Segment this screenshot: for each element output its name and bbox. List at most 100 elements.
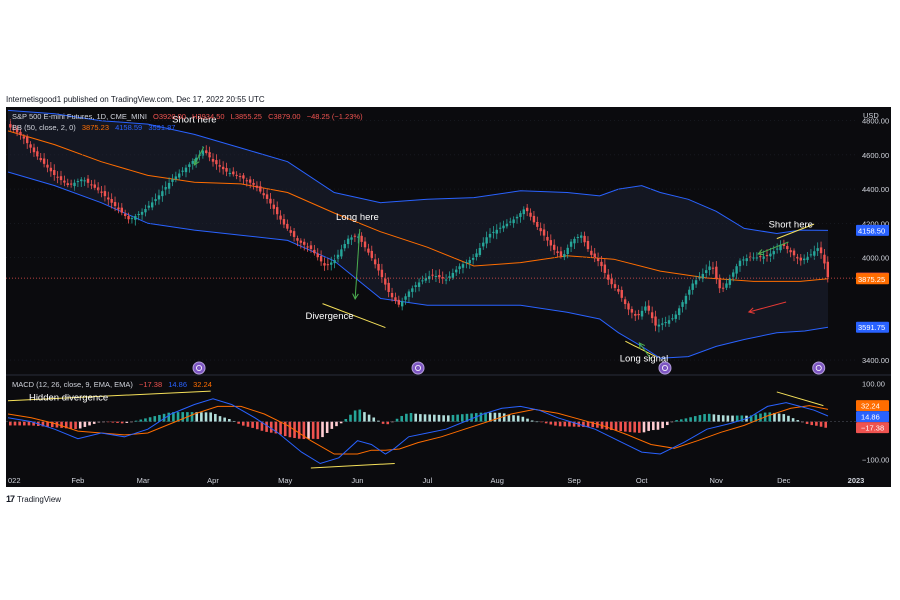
candle-body	[711, 267, 715, 269]
chart-frame[interactable]: USD 4800.00 4600.00 4400.00 4200.00 4000.00 34…	[6, 107, 891, 487]
candle-body	[259, 186, 262, 192]
bb-label: BB (50, close, 2, 0)	[12, 123, 76, 132]
candle-body	[245, 180, 248, 182]
candle-body	[667, 320, 671, 324]
candle-body	[353, 235, 357, 237]
macd-histogram-bar	[148, 417, 152, 422]
macd-histogram-bar	[479, 412, 483, 422]
candle-body	[228, 173, 232, 175]
macd-histogram-bar	[335, 421, 338, 427]
bb-upper-line	[7, 109, 829, 235]
candle-body	[151, 202, 154, 208]
candle-body	[617, 289, 620, 292]
candle-body	[134, 216, 137, 220]
time-tick-label: Sep	[567, 476, 580, 485]
candle-body	[400, 301, 404, 307]
macd-histogram-bar	[414, 413, 417, 422]
candle-body	[32, 147, 36, 153]
tradingview-logo: 17 TradingView	[6, 494, 61, 504]
macd-badge-label: 14.86	[861, 413, 880, 422]
candle-body	[478, 248, 482, 255]
macd-histogram-bar	[502, 413, 506, 422]
macd-histogram-bar	[190, 412, 194, 422]
replay-icon-inner	[661, 364, 668, 371]
macd-histogram-bar	[638, 421, 641, 433]
candle-body	[576, 237, 580, 239]
macd-histogram-bar	[689, 417, 692, 422]
macd-histogram-bar	[768, 412, 772, 422]
macd-histogram-bar	[703, 414, 706, 422]
macd-histogram-bar	[470, 413, 473, 422]
macd-histogram-bar	[433, 414, 436, 422]
candle-body	[319, 256, 323, 262]
candle-body	[796, 256, 799, 259]
macd-histogram-bar	[78, 421, 82, 429]
macd-histogram-bar	[237, 421, 240, 424]
candle-body	[73, 182, 76, 187]
legend-change: −48.25 (−1.23%)	[306, 112, 363, 121]
candle-body	[164, 187, 167, 190]
candle-body	[194, 157, 198, 163]
macd-histogram-bar	[735, 415, 739, 422]
legend-high: H3934.50	[192, 112, 225, 121]
candle-body	[69, 183, 73, 185]
candle-body	[19, 131, 22, 135]
candle-body	[346, 238, 350, 245]
macd-histogram-bar	[64, 421, 68, 429]
candle-body	[167, 182, 171, 189]
candle-body	[83, 180, 86, 182]
macd-histogram-bar	[46, 421, 49, 427]
candle-body	[434, 276, 438, 278]
candle-body	[292, 231, 296, 237]
macd-histogram-bar	[656, 421, 660, 430]
candle-body	[59, 176, 63, 181]
time-tick-label: Mar	[137, 476, 150, 485]
candle-body	[715, 266, 718, 279]
candle-body	[154, 199, 157, 202]
macd-histogram-bar	[60, 421, 63, 428]
candle-body	[9, 124, 12, 128]
macd-signal-line	[7, 405, 829, 455]
candle-body	[313, 249, 316, 254]
candle-body	[519, 213, 522, 217]
candle-body	[211, 158, 215, 162]
macd-histogram-bar	[791, 418, 795, 422]
annotation-label: Divergence	[305, 311, 353, 322]
macd-histogram-bar	[251, 421, 254, 428]
candle-body	[512, 219, 515, 224]
candle-body	[218, 165, 221, 167]
candle-body	[468, 260, 471, 264]
macd-histogram-bar	[13, 421, 17, 426]
macd-tick-label: 100.00	[862, 380, 885, 389]
short-here-right-arrow-head	[757, 249, 765, 256]
candle-body	[448, 276, 451, 278]
candle-body	[157, 195, 161, 200]
time-tick-label: 2023	[848, 476, 865, 485]
candle-body	[539, 228, 542, 232]
candle-body	[191, 161, 194, 164]
candle-body	[471, 257, 475, 260]
candle-body	[566, 247, 569, 255]
candle-body	[26, 136, 29, 144]
candle-body	[404, 296, 407, 300]
macd-histogram-bar	[633, 421, 636, 433]
macd-histogram-bar	[88, 421, 91, 426]
bb-basis-line	[7, 130, 829, 282]
candle-body	[728, 278, 732, 285]
macd-histogram-bar	[209, 412, 212, 422]
macd-histogram-bar	[269, 421, 273, 433]
candle-body	[637, 313, 640, 316]
candle-body	[262, 193, 265, 196]
candle-body	[100, 191, 103, 193]
macd-histogram-bar	[558, 421, 562, 427]
candle-body	[495, 229, 498, 234]
macd-histogram-bar	[465, 413, 469, 422]
candle-body	[275, 207, 279, 215]
candle-body	[502, 225, 505, 229]
macd-histogram-bar	[507, 414, 511, 422]
macd-tick-label: −100.00	[862, 456, 889, 465]
macd-histogram-bar	[661, 421, 664, 429]
macd-histogram-bar	[386, 421, 390, 425]
candle-body	[387, 282, 390, 292]
